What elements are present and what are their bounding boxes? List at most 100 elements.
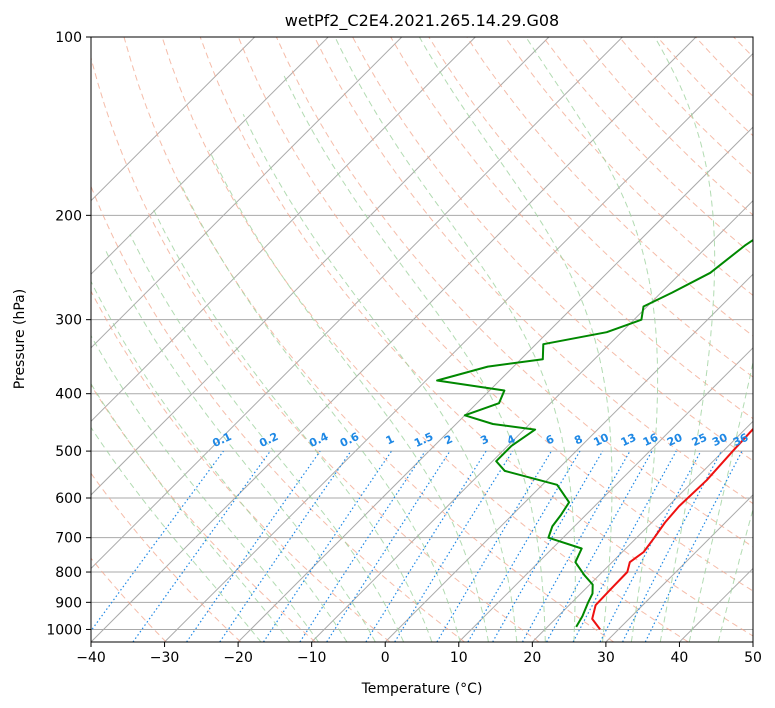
y-tick-label: 1000: [46, 622, 82, 638]
dry-adiabat-line: [237, 37, 753, 592]
mixing-ratio-line: [599, 450, 702, 642]
dry-adiabat-line: [466, 37, 753, 337]
dewpoint-profile-line: [436, 238, 753, 628]
dry-adiabat-line: [199, 37, 753, 637]
moist-adiabat-line: [717, 507, 753, 642]
y-tick-label: 100: [55, 30, 82, 46]
moist-adiabat-line: [282, 72, 546, 642]
mixing-ratio-label: 30: [710, 431, 730, 449]
mixing-ratio-label: 0.6: [338, 430, 361, 450]
moist-adiabat-line: [242, 113, 518, 642]
y-tick-label: 800: [55, 565, 82, 581]
dry-adiabat-line: [504, 37, 753, 296]
mixing-ratio-label: 25: [690, 431, 709, 449]
x-axis: −40 −30 −20 −10 0 10 20 30 40 50: [76, 642, 762, 666]
dry-adiabat-line: [390, 37, 753, 420]
moist-adiabat-line: [91, 426, 262, 642]
isotherm-line: [752, 641, 753, 642]
y-tick-label: 400: [55, 387, 82, 403]
mixing-ratio-line: [365, 450, 487, 642]
mixing-ratio-line: [262, 450, 392, 642]
mixing-ratio-label: 10: [592, 431, 612, 449]
moist-adiabat-line: [178, 180, 461, 642]
y-tick-label: 600: [55, 491, 82, 507]
isotherm-line: [91, 37, 256, 202]
x-tick-label: 20: [523, 650, 541, 666]
y-tick-label: 200: [55, 208, 82, 224]
dry-adiabat-line: [695, 37, 753, 97]
dry-adiabat-line: [91, 185, 465, 642]
moist-adiabat-line: [91, 334, 319, 642]
x-tick-label: −40: [76, 650, 106, 666]
dry-adiabat-line: [91, 290, 391, 642]
isotherm-line: [91, 37, 550, 496]
background-lines: [91, 37, 753, 642]
moist-adiabat-line: [91, 382, 291, 642]
mixing-ratio-label: 13: [619, 431, 638, 449]
moist-adiabat-line: [334, 37, 576, 642]
x-axis-label: Temperature (°C): [361, 681, 483, 697]
isotherm-line: [91, 37, 329, 275]
mixing-ratio-label: 0.1: [210, 430, 233, 450]
mixing-ratio-label: 20: [665, 431, 685, 449]
isotherm-line: [91, 37, 403, 349]
isotherm-line: [237, 126, 753, 642]
mixing-ratio-label: 4: [505, 432, 518, 447]
x-tick-label: −10: [297, 650, 327, 666]
dry-adiabat-line: [161, 37, 689, 642]
mixing-ratio-line: [546, 450, 653, 642]
x-tick-label: 30: [597, 650, 615, 666]
mixing-ratio-label: 3: [478, 432, 490, 447]
moist-adiabat-line: [91, 280, 348, 642]
moist-adiabat-line: [129, 233, 405, 642]
x-tick-label: 50: [744, 650, 762, 666]
moist-adiabat-line: [654, 37, 716, 642]
mixing-ratio-line: [132, 450, 271, 642]
mixing-ratio-line: [326, 450, 451, 642]
mixing-ratio-label: 0.4: [307, 430, 330, 450]
isotherm-line: [91, 37, 623, 570]
y-tick-label: 500: [55, 444, 82, 460]
isotherm-line: [311, 199, 753, 642]
y-axis: 100 200 300 400 500 600 700 800 900 1000: [46, 30, 91, 638]
isotherm-line: [605, 494, 753, 642]
mixing-ratio-line: [219, 450, 352, 642]
isotherm-line: [164, 52, 753, 642]
dry-adiabat-line: [314, 37, 753, 505]
temperature-profile-line: [591, 427, 753, 631]
moist-adiabat-line: [105, 251, 376, 642]
profile-lines: [436, 238, 753, 631]
dry-adiabat-line: [428, 37, 753, 378]
isotherm-line: [458, 347, 753, 642]
x-tick-label: 0: [381, 650, 390, 666]
isotherm-line: [91, 37, 697, 642]
chart-title: wetPf2_C2E4.2021.265.14.29.G08: [285, 11, 559, 31]
mixing-ratio-line: [394, 450, 514, 642]
mixing-ratio-label: 1.5: [412, 430, 435, 450]
mixing-ratio-label: 36: [731, 431, 751, 449]
x-tick-label: 40: [671, 650, 689, 666]
moist-adiabat-line: [688, 360, 753, 642]
dry-adiabat-line: [657, 37, 753, 137]
y-axis-label: Pressure (hPa): [12, 289, 28, 389]
isotherm-line: [384, 273, 753, 642]
dry-adiabat-line: [542, 37, 753, 256]
mixing-ratio-label: 1: [384, 432, 396, 447]
x-tick-label: 10: [450, 650, 468, 666]
dry-adiabat-line: [275, 37, 753, 548]
isotherm-line: [531, 420, 753, 642]
isopleth-labels: 0.1 0.2 0.4 0.6 1 1.5 2 3 4 6 8 10 13 16 20 25 30 36: [210, 430, 750, 450]
mixing-ratio-line: [572, 450, 677, 642]
moist-adiabat-line: [208, 149, 489, 642]
plot-frame: [90, 36, 754, 643]
y-tick-label: 700: [55, 531, 82, 547]
dry-adiabat-line: [352, 37, 753, 462]
moist-adiabat-line: [152, 208, 433, 642]
dry-adiabat-line: [123, 37, 614, 642]
mixing-ratio-line: [521, 450, 631, 642]
mixing-ratio-label: 16: [641, 431, 661, 449]
dry-adiabat-line: [91, 384, 316, 642]
mixing-ratio-line: [299, 450, 426, 642]
x-tick-label: −20: [223, 650, 253, 666]
